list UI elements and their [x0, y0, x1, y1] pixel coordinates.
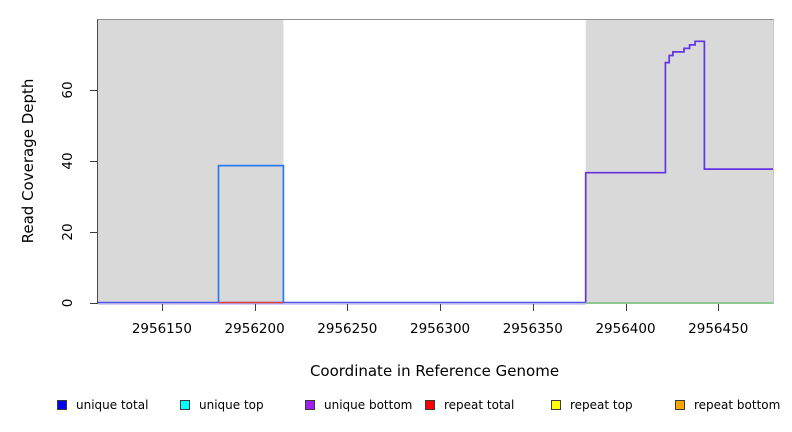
legend-item-repeat-bottom: repeat bottom — [675, 398, 780, 412]
legend-label: unique top — [199, 398, 264, 412]
x-tick-mark — [161, 304, 163, 311]
x-tick-label: 2956250 — [317, 321, 378, 337]
y-tick-mark — [90, 89, 97, 91]
legend-item-repeat-top: repeat top — [551, 398, 633, 412]
x-tick-mark — [718, 304, 720, 311]
legend-label: repeat bottom — [694, 398, 781, 412]
x-tick-mark — [254, 304, 256, 311]
y-tick-label: 0 — [60, 298, 76, 308]
legend-swatch-repeat-total — [425, 400, 435, 410]
shaded-region — [98, 20, 284, 304]
x-axis-title: Coordinate in Reference Genome — [309, 362, 560, 380]
x-tick-mark — [625, 304, 627, 311]
legend-swatch-unique-top — [180, 400, 190, 410]
legend: unique total unique top unique bottom repea… — [0, 398, 792, 418]
x-tick-mark — [347, 304, 349, 311]
legend-item-unique-total: unique total — [57, 398, 148, 412]
legend-label: unique total — [76, 398, 149, 412]
x-tick-label: 2956300 — [410, 321, 471, 337]
legend-swatch-unique-total — [57, 400, 67, 410]
x-tick-mark — [532, 304, 534, 311]
y-axis-title: Read Coverage Depth — [19, 78, 37, 244]
legend-swatch-repeat-bottom — [675, 400, 685, 410]
y-tick-mark — [90, 160, 97, 162]
legend-item-unique-bottom: unique bottom — [305, 398, 412, 412]
plot-area — [97, 19, 774, 305]
legend-label: unique bottom — [324, 398, 413, 412]
legend-item-unique-top: unique top — [180, 398, 264, 412]
x-tick-mark — [440, 304, 442, 311]
x-tick-label: 2956150 — [131, 321, 192, 337]
shaded-region — [585, 20, 773, 304]
series-unique-bottom-coverage-steps — [584, 40, 773, 303]
legend-label: repeat top — [570, 398, 633, 412]
y-tick-mark — [90, 231, 97, 233]
legend-item-repeat-total: repeat total — [425, 398, 514, 412]
x-tick-label: 2956350 — [502, 321, 563, 337]
x-tick-label: 2956200 — [224, 321, 285, 337]
y-tick-mark — [90, 302, 97, 304]
series-unique-total-coverage-box — [217, 164, 285, 303]
coverage-plot-svg — [98, 20, 773, 305]
y-tick-label: 40 — [60, 152, 76, 170]
x-tick-label: 2956450 — [688, 321, 749, 337]
legend-swatch-unique-bottom — [305, 400, 315, 410]
x-tick-label: 2956400 — [595, 321, 656, 337]
y-tick-label: 20 — [60, 223, 76, 241]
y-tick-label: 60 — [60, 81, 76, 99]
legend-label: repeat total — [444, 398, 515, 412]
legend-swatch-repeat-top — [551, 400, 561, 410]
